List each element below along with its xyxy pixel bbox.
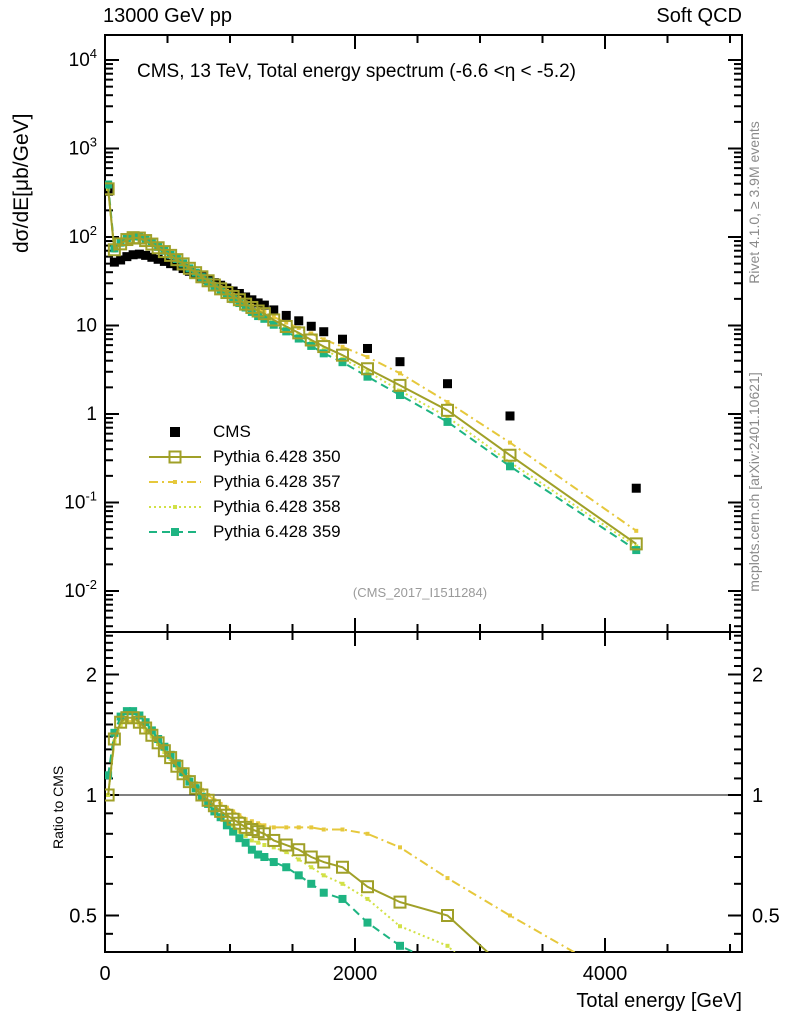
ratio-panel-frame xyxy=(104,631,743,953)
legend: CMS Pythia 6.428 350 Pythia 6.428 357 Py… xyxy=(147,419,341,544)
main-y-axis-title: dσ/dE[μb/GeV] xyxy=(10,113,33,253)
main-y-tick-label: 103 xyxy=(69,135,97,160)
main-y-tick-label: 10-1 xyxy=(64,489,97,514)
legend-label: CMS xyxy=(213,421,251,441)
series-ratio-pythia-6-428-350 xyxy=(105,711,489,952)
legend-item-pythia-357: Pythia 6.428 357 xyxy=(147,469,341,494)
legend-item-cms: CMS xyxy=(147,419,341,444)
beam-energy-label: 13000 GeV pp xyxy=(103,5,232,27)
main-y-tick-label: 104 xyxy=(69,46,97,71)
ratio-y-tick-label-right: 2 xyxy=(752,665,763,687)
pythia-358-marker-icon xyxy=(149,504,201,509)
ratio-y-tick-label: 2 xyxy=(86,665,97,687)
ratio-y-axis-title: Ratio to CMS xyxy=(50,765,66,849)
axis-ticks xyxy=(104,36,741,951)
legend-label: Pythia 6.428 358 xyxy=(213,496,341,516)
main-y-tick-label: 102 xyxy=(69,223,97,248)
pythia-359-marker-icon xyxy=(149,527,201,536)
ratio-y-tick-label: 0.5 xyxy=(69,906,97,928)
analysis-id-watermark: (CMS_2017_I1511284) xyxy=(352,585,488,600)
ratio-y-tick-label-right: 1 xyxy=(752,785,763,807)
legend-label: Pythia 6.428 350 xyxy=(213,446,341,466)
plot-title: CMS, 13 TeV, Total energy spectrum (-6.6… xyxy=(137,61,576,82)
legend-item-pythia-359: Pythia 6.428 359 xyxy=(147,519,341,544)
legend-item-pythia-358: Pythia 6.428 358 xyxy=(147,494,341,519)
main-y-tick-label: 10 xyxy=(76,316,97,337)
series-main-pythia-6-428-350 xyxy=(105,182,643,551)
x-tick-label: 0 xyxy=(99,963,110,985)
x-axis-title: Total energy [GeV] xyxy=(576,990,742,1012)
x-tick-label: 2000 xyxy=(333,963,378,985)
pythia-357-marker-icon xyxy=(149,479,201,484)
ratio-y-tick-label: 1 xyxy=(86,785,97,807)
legend-item-pythia-350: Pythia 6.428 350 xyxy=(147,444,341,469)
main-y-tick-label: 10-2 xyxy=(64,577,97,602)
process-group-label: Soft QCD xyxy=(656,5,742,27)
series-ratio-pythia-6-428-357 xyxy=(106,719,576,952)
cms-marker-icon xyxy=(170,426,180,437)
ratio-y-tick-label-right: 0.5 xyxy=(752,906,780,928)
pythia-350-marker-icon xyxy=(149,450,201,463)
x-tick-label: 4000 xyxy=(583,963,628,985)
legend-label: Pythia 6.428 359 xyxy=(213,521,341,541)
legend-label: Pythia 6.428 357 xyxy=(213,471,341,491)
rivet-version-note: Rivet 4.1.0, ≥ 3.9M events xyxy=(746,121,762,284)
main-y-tick-label: 1 xyxy=(86,404,97,425)
mcplots-arxiv-note: mcplots.cern.ch [arXiv:2401.10621] xyxy=(746,372,762,592)
